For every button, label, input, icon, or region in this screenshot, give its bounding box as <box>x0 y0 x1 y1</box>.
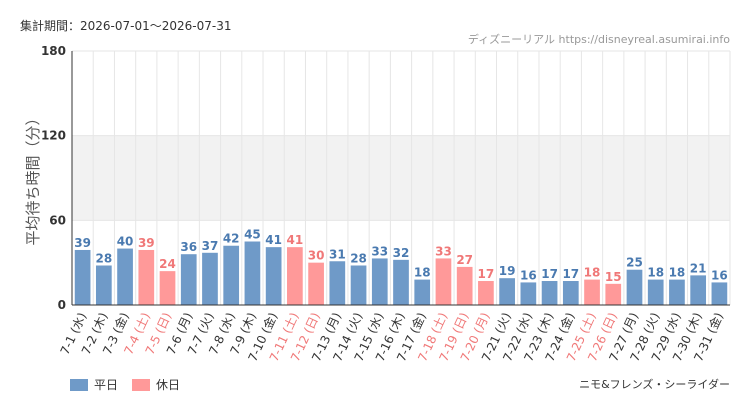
bar-7-4 (土) <box>138 249 155 305</box>
value-label: 39 <box>74 236 91 250</box>
bar-7-5 (日) <box>159 271 176 305</box>
legend-label-weekday: 平日 <box>94 378 119 392</box>
value-label: 39 <box>138 236 155 250</box>
bar-7-17 (金) <box>414 279 431 305</box>
y-axis-label: 平均待ち時間（分） <box>24 110 42 245</box>
bar-7-26 (日) <box>605 283 622 305</box>
value-label: 18 <box>647 266 664 280</box>
value-label: 37 <box>202 239 219 253</box>
bar-7-2 (木) <box>95 265 112 305</box>
value-label: 41 <box>265 233 282 247</box>
bar-7-9 (木) <box>244 241 261 305</box>
bar-7-13 (月) <box>329 261 346 305</box>
value-label: 40 <box>117 235 134 249</box>
bar-7-14 (火) <box>350 265 367 305</box>
bar-7-21 (火) <box>499 278 515 305</box>
bar-7-10 (金) <box>265 247 282 305</box>
value-label: 19 <box>499 264 516 278</box>
bar-7-12 (日) <box>308 262 324 305</box>
bar-7-1 (水) <box>74 249 91 305</box>
legend-item-weekday: 平日 <box>70 376 118 393</box>
value-label: 18 <box>414 266 431 280</box>
bar-7-24 (金) <box>562 281 579 305</box>
bar-7-25 (土) <box>584 279 600 305</box>
bar-7-18 (土) <box>435 258 452 305</box>
value-label: 45 <box>244 228 261 242</box>
value-label: 17 <box>478 267 495 281</box>
legend-item-holiday: 休日 <box>132 376 180 393</box>
bar-7-29 (水) <box>669 279 685 305</box>
period-label: 集計期間：2026-07-01～2026-07-31 <box>20 19 232 33</box>
bar-7-20 (月) <box>478 281 494 305</box>
bar-7-22 (水) <box>520 282 537 305</box>
value-label: 28 <box>95 251 112 265</box>
bar-7-31 (金) <box>711 282 728 305</box>
value-label: 15 <box>605 270 622 284</box>
value-label: 17 <box>562 267 579 281</box>
source-label: ディズニーリアル https://disneyreal.asumirai.inf… <box>467 33 730 46</box>
value-label: 30 <box>308 249 325 263</box>
bar-7-6 (月) <box>180 254 197 305</box>
value-label: 16 <box>520 268 537 282</box>
value-label: 18 <box>584 266 601 280</box>
bar-7-8 (水) <box>223 245 240 305</box>
legend-label-holiday: 休日 <box>156 378 181 392</box>
value-label: 32 <box>393 246 410 260</box>
value-label: 16 <box>711 268 728 282</box>
value-label: 33 <box>435 244 452 258</box>
bar-7-15 (水) <box>371 258 388 305</box>
legend-swatch-holiday <box>132 378 151 391</box>
shaded-band <box>72 135 730 221</box>
value-label: 27 <box>456 253 473 267</box>
bar-7-27 (月) <box>626 269 643 305</box>
y-tick-label: 0 <box>58 298 66 312</box>
y-tick-label: 60 <box>49 213 66 227</box>
value-label: 25 <box>626 256 643 270</box>
value-label: 33 <box>371 244 388 258</box>
value-label: 42 <box>223 232 240 246</box>
bar-7-23 (木) <box>541 281 558 305</box>
bar-7-30 (木) <box>690 275 707 305</box>
bar-7-3 (金) <box>117 248 133 305</box>
value-label: 36 <box>180 240 197 254</box>
legend: 平日 休日 <box>70 376 180 393</box>
bar-7-19 (日) <box>456 266 473 305</box>
value-label: 31 <box>329 247 346 261</box>
value-label: 21 <box>690 261 707 275</box>
value-label: 41 <box>287 233 304 247</box>
value-label: 24 <box>159 257 176 271</box>
bar-7-11 (土) <box>287 247 303 305</box>
value-label: 18 <box>669 266 686 280</box>
y-tick-label: 180 <box>41 44 66 58</box>
bar-7-7 (火) <box>202 252 218 305</box>
value-label: 28 <box>350 251 367 265</box>
ride-name: ニモ&フレンズ・シーライダー <box>579 378 730 391</box>
bar-7-16 (木) <box>393 259 409 305</box>
y-tick-label: 120 <box>41 129 66 143</box>
bar-7-28 (火) <box>647 279 664 305</box>
value-label: 17 <box>541 267 558 281</box>
legend-swatch-weekday <box>70 378 88 391</box>
